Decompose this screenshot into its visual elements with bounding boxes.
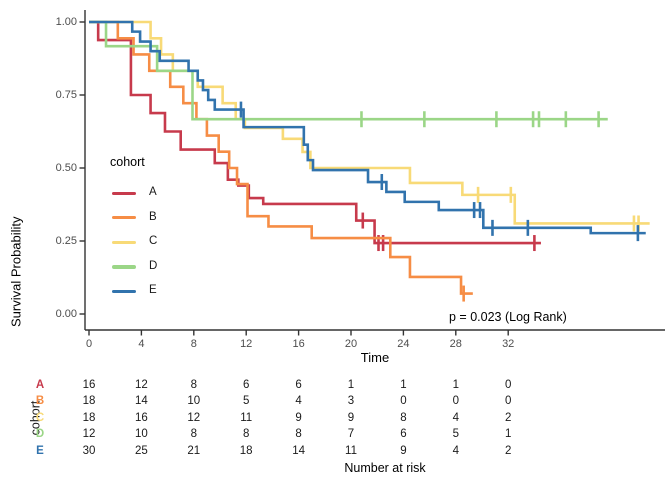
risk-value: 5 [242, 395, 250, 408]
x-tick-label: 8 [190, 338, 197, 350]
x-tick-label: 28 [449, 338, 462, 350]
survival-curve-A [89, 20, 541, 245]
risk-value: 4 [452, 411, 459, 424]
risk-value: 9 [347, 411, 355, 424]
y-axis-title: Survival Probability [8, 216, 24, 327]
x-tick-label: 20 [344, 338, 358, 350]
risk-value: 1 [452, 379, 459, 391]
survival-curve-B [89, 20, 473, 295]
x-tick-label: 16 [292, 338, 305, 350]
risk-value: 21 [187, 444, 201, 457]
risk-value: 14 [134, 395, 148, 408]
risk-value: 12 [187, 411, 201, 424]
legend-label: B [149, 210, 157, 223]
y-tick-label: 0.00 [55, 308, 77, 320]
legend-label: C [149, 235, 158, 248]
risk-value: 11 [240, 411, 253, 424]
risk-value: 8 [190, 428, 197, 441]
pvalue-annotation: p = 0.023 (Log Rank) [449, 310, 567, 324]
risk-value: 0 [504, 395, 512, 408]
x-tick-label: 0 [85, 338, 93, 350]
legend-item-C: C [112, 235, 172, 249]
risk-value: 10 [187, 395, 201, 408]
risk-value: 25 [134, 444, 148, 457]
risk-value: 8 [242, 428, 250, 441]
risk-value: 2 [504, 444, 512, 457]
y-tick-label: 0.25 [55, 235, 77, 247]
legend-label: E [149, 284, 157, 297]
x-tick-label: 24 [397, 338, 410, 350]
risk-row-label-E: E [36, 444, 44, 457]
risk-value: 8 [190, 379, 197, 391]
risk-value: 16 [82, 379, 96, 391]
x-tick-label: 4 [138, 338, 145, 350]
risk-value: 6 [295, 379, 302, 391]
risk-value: 12 [82, 428, 96, 441]
survival-curve-D [89, 20, 608, 121]
risk-value: 11 [345, 444, 357, 457]
x-tick-label: 12 [240, 338, 253, 350]
risk-value: 16 [134, 411, 148, 424]
risk-value: 6 [242, 379, 250, 391]
risk-value: 6 [400, 428, 407, 441]
survival-curve-C [89, 20, 650, 225]
y-tick-label: 1.00 [55, 16, 77, 28]
x-tick-label: 32 [502, 338, 515, 350]
legend-label: A [149, 186, 157, 198]
legend-swatch-B [112, 216, 136, 220]
risk-row-label-A: A [35, 379, 45, 391]
legend-item-B: B [112, 211, 172, 225]
risk-value: 4 [295, 395, 302, 408]
risk-value: 0 [400, 395, 407, 408]
legend-label: D [149, 259, 158, 272]
risk-value: 3 [347, 395, 355, 408]
risk-value: 9 [295, 411, 302, 424]
risk-row-label-C: C [35, 411, 45, 424]
risk-value: 2 [504, 411, 512, 424]
legend-swatch-E [112, 289, 136, 294]
risk-value: 0 [504, 379, 512, 391]
risk-value: 4 [452, 444, 459, 457]
risk-value: 18 [82, 411, 96, 424]
risk-value: 0 [452, 395, 459, 408]
risk-value: 18 [82, 395, 96, 408]
survival-curve-E [89, 20, 646, 235]
risk-value: 9 [400, 444, 407, 457]
risk-value: 1 [504, 428, 512, 441]
risk-value: 10 [134, 428, 148, 441]
risk-value: 5 [452, 428, 459, 441]
risk-row-label-D: D [35, 428, 45, 441]
risk-value: 8 [295, 428, 302, 441]
risk-value: 14 [292, 444, 305, 457]
legend-item-D: D [112, 260, 172, 274]
legend-swatch-D [112, 265, 136, 269]
risk-value: 30 [82, 444, 96, 457]
risk-value: 18 [239, 444, 253, 457]
legend-swatch-A [112, 191, 136, 195]
x-axis-title: Time [360, 350, 390, 365]
risk-table-caption: Number at risk [344, 461, 426, 475]
y-tick-label: 0.50 [55, 162, 77, 174]
risk-value: 12 [134, 379, 148, 391]
risk-value: 1 [400, 379, 407, 391]
legend-title: cohort [110, 155, 145, 169]
legend-item-E: E [112, 284, 172, 298]
y-tick-label: 0.75 [55, 89, 77, 101]
legend-item-A: A [112, 186, 172, 200]
risk-value: 1 [347, 379, 355, 391]
legend-swatch-C [112, 240, 136, 245]
risk-row-label-B: B [35, 395, 45, 408]
risk-value: 8 [400, 411, 407, 424]
risk-value: 7 [347, 428, 355, 441]
